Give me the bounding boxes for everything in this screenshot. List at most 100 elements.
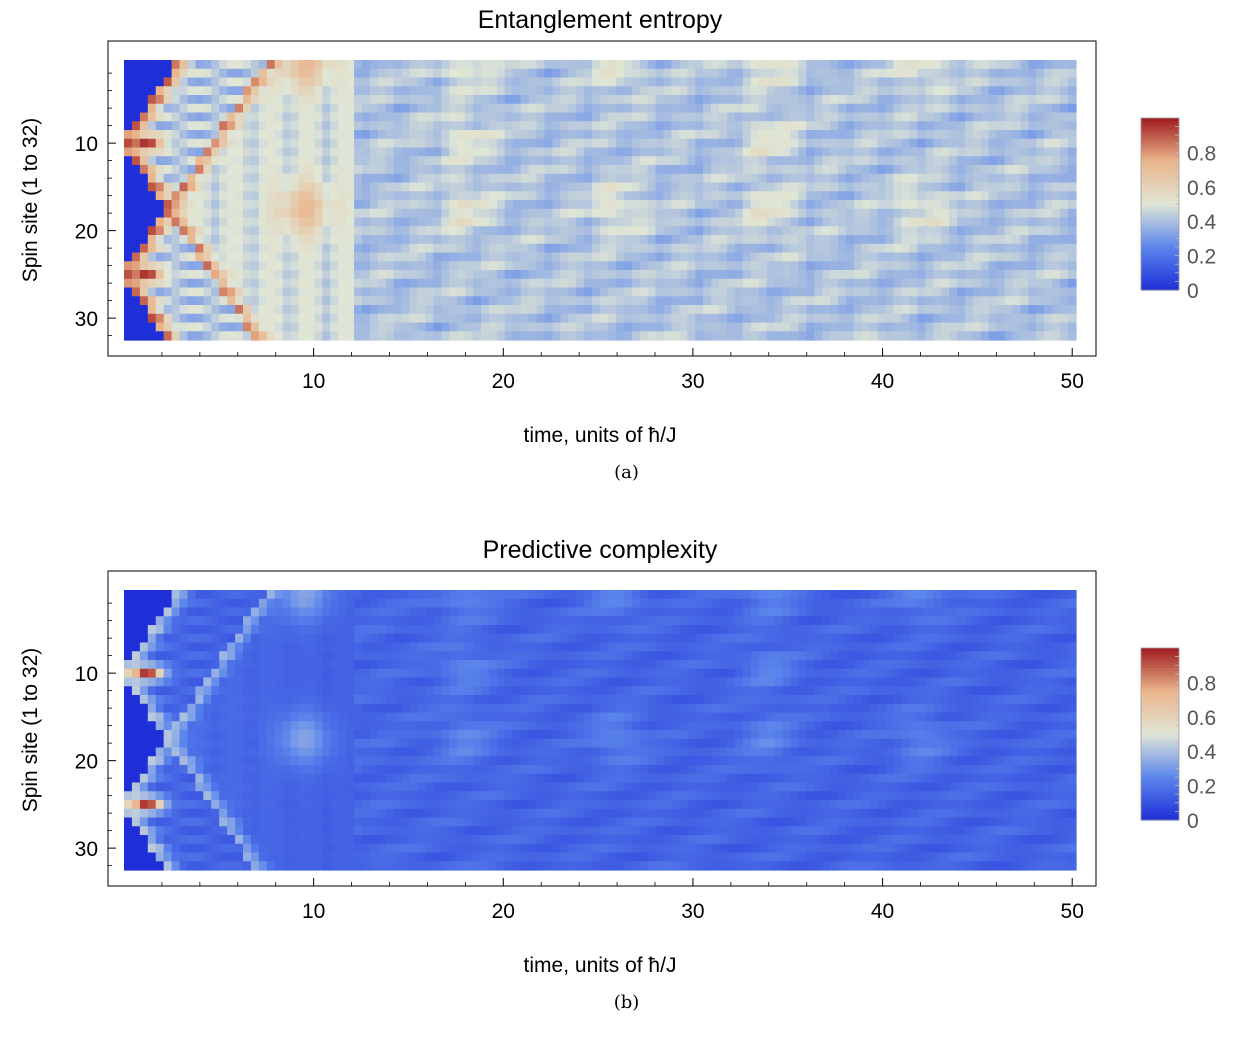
heatmap-cell — [513, 331, 522, 340]
heatmap-cell — [370, 78, 379, 87]
heatmap-cell — [790, 200, 799, 209]
heatmap-cell — [259, 800, 268, 809]
heatmap-cell — [687, 156, 696, 165]
heatmap-cell — [457, 95, 466, 104]
heatmap-cell — [140, 235, 149, 244]
heatmap-cell — [679, 323, 688, 332]
heatmap-cell — [663, 139, 672, 148]
heatmap-cell — [322, 270, 331, 279]
heatmap-cell — [727, 121, 736, 130]
heatmap-cell — [798, 331, 807, 340]
heatmap-cell — [1036, 314, 1045, 323]
heatmap-cell — [1005, 165, 1014, 174]
heatmap-cell — [695, 244, 704, 253]
heatmap-cell — [767, 323, 776, 332]
heatmap-cell — [180, 826, 189, 835]
heatmap-cell — [457, 235, 466, 244]
heatmap-cell — [362, 60, 371, 69]
heatmap-cell — [306, 643, 315, 652]
heatmap-cell — [243, 765, 252, 774]
heatmap-cell — [203, 288, 212, 297]
heatmap-cell — [1052, 156, 1061, 165]
heatmap-cell — [576, 95, 585, 104]
heatmap-cell — [767, 69, 776, 78]
heatmap-cell — [663, 226, 672, 235]
heatmap-cell — [663, 323, 672, 332]
heatmap-cell — [695, 305, 704, 314]
heatmap-cell — [616, 261, 625, 270]
heatmap-cell — [719, 331, 728, 340]
heatmap-cell — [267, 235, 276, 244]
heatmap-cell — [624, 78, 633, 87]
heatmap-cell — [1052, 121, 1061, 130]
heatmap-cell — [251, 104, 260, 113]
heatmap-cell — [743, 148, 752, 157]
heatmap-cell — [489, 191, 498, 200]
heatmap-cell — [187, 191, 196, 200]
heatmap-cell — [148, 95, 157, 104]
heatmap-cell — [291, 113, 300, 122]
heatmap-cell — [148, 200, 157, 209]
heatmap-cell — [346, 95, 355, 104]
heatmap-cell — [1036, 191, 1045, 200]
heatmap-cell — [386, 279, 395, 288]
heatmap-cell — [870, 69, 879, 78]
heatmap-cell — [164, 721, 173, 730]
heatmap-cell — [330, 261, 339, 270]
heatmap-cell — [441, 78, 450, 87]
heatmap-cell — [322, 95, 331, 104]
heatmap-cell — [362, 599, 371, 608]
heatmap-cell — [505, 113, 514, 122]
heatmap-cell — [275, 331, 284, 340]
heatmap-cell — [267, 616, 276, 625]
heatmap-cell — [370, 323, 379, 332]
heatmap-cell — [513, 130, 522, 139]
heatmap-cell — [854, 279, 863, 288]
heatmap-cell — [283, 616, 292, 625]
heatmap-cell — [901, 148, 910, 157]
heatmap-cell — [235, 183, 244, 192]
heatmap-cell — [719, 244, 728, 253]
heatmap-cell — [418, 86, 427, 95]
colorbar-tick-label: 0.4 — [1187, 211, 1217, 234]
heatmap-cell — [782, 331, 791, 340]
heatmap-cell — [965, 95, 974, 104]
heatmap-cell — [346, 783, 355, 792]
heatmap-cell — [291, 235, 300, 244]
heatmap-cell — [219, 279, 228, 288]
heatmap-cell — [989, 130, 998, 139]
heatmap-cell — [299, 130, 308, 139]
heatmap-cell — [497, 148, 506, 157]
heatmap-cell — [981, 218, 990, 227]
heatmap-cell — [362, 713, 371, 722]
heatmap-cell — [1068, 235, 1077, 244]
heatmap-cell — [529, 139, 538, 148]
heatmap-cell — [735, 209, 744, 218]
heatmap-cell — [576, 244, 585, 253]
heatmap-cell — [410, 331, 419, 340]
heatmap-cell — [251, 791, 260, 800]
heatmap-cell — [291, 686, 300, 695]
heatmap-cell — [973, 253, 982, 262]
heatmap-cell — [624, 156, 633, 165]
heatmap-cell — [156, 305, 165, 314]
heatmap-cell — [616, 113, 625, 122]
heatmap-cell — [886, 200, 895, 209]
heatmap-cell — [537, 60, 546, 69]
heatmap-cell — [172, 608, 181, 617]
heatmap-cell — [513, 69, 522, 78]
heatmap-cell — [600, 86, 609, 95]
heatmap-cell — [410, 288, 419, 297]
heatmap-cell — [156, 331, 165, 340]
heatmap-cell — [473, 121, 482, 130]
heatmap-cell — [1028, 279, 1037, 288]
heatmap-cell — [489, 95, 498, 104]
heatmap-cell — [965, 183, 974, 192]
heatmap-cell — [346, 730, 355, 739]
heatmap-cell — [354, 844, 363, 853]
heatmap-cell — [251, 713, 260, 722]
heatmap-cell — [735, 156, 744, 165]
heatmap-cell — [124, 783, 133, 792]
heatmap-cell — [640, 156, 649, 165]
heatmap-cell — [124, 218, 133, 227]
